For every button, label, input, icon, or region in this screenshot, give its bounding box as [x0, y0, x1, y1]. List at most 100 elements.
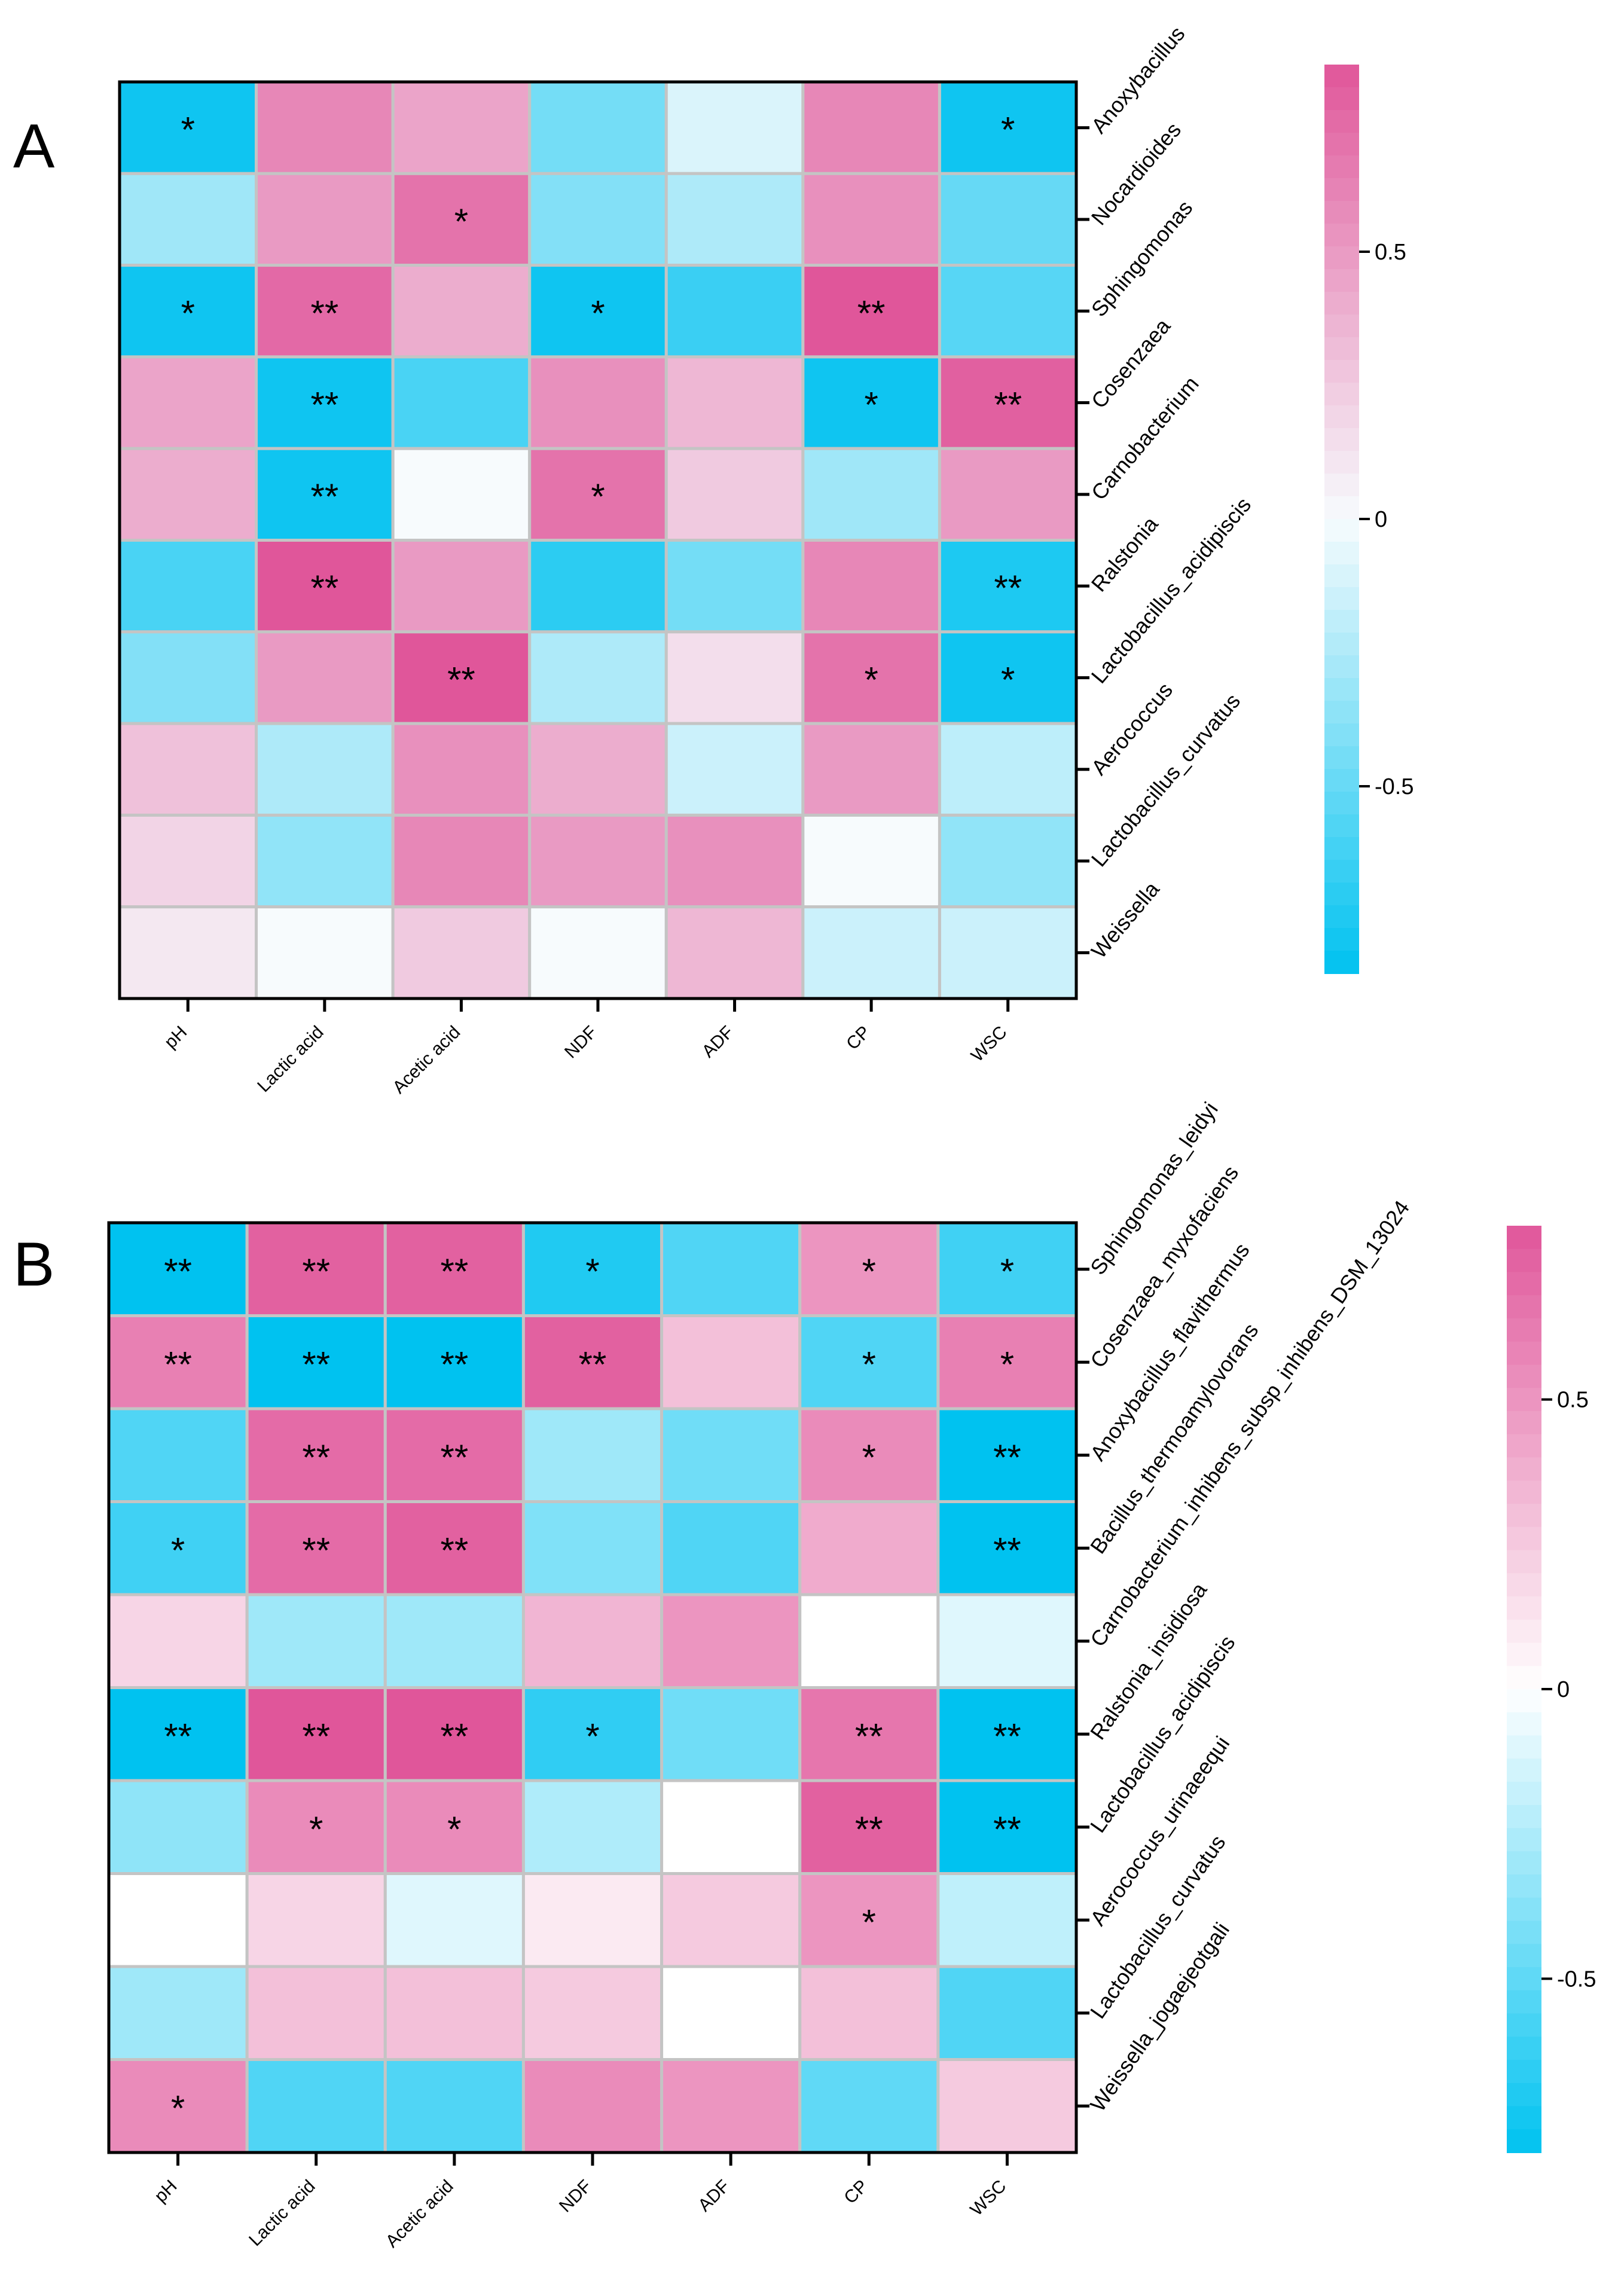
heatmap-cell — [245, 1593, 387, 1689]
colorbar-segment — [1324, 792, 1359, 815]
heatmap-cell — [391, 722, 532, 817]
heatmap-cell — [938, 172, 1078, 267]
row-label: Anoxybacillus — [1086, 22, 1190, 138]
significance-marker: * — [585, 1251, 599, 1292]
significance-marker: ** — [441, 1716, 469, 1756]
colorbar-segment — [1507, 1897, 1541, 1922]
colorbar-segment — [1324, 814, 1359, 838]
heatmap-cell — [118, 813, 258, 909]
heatmap-cell — [245, 1872, 387, 1968]
colorbar-segment — [1507, 1434, 1541, 1458]
significance-marker: ** — [441, 1437, 469, 1477]
heatmap-cell — [660, 1314, 802, 1410]
heatmap-cell — [245, 1221, 387, 1317]
significance-marker: * — [862, 1437, 876, 1477]
heatmap-cell — [528, 447, 668, 542]
significance-marker: * — [309, 1809, 323, 1849]
panel-label-a: A — [13, 112, 55, 181]
colorbar-segment — [1324, 883, 1359, 906]
heatmap-cell — [383, 1686, 525, 1782]
colorbar-segment — [1324, 769, 1359, 792]
heatmap-cell — [391, 905, 532, 1000]
row-label: Lactobacillus_curvatus — [1086, 689, 1245, 871]
significance-marker: ** — [993, 1530, 1021, 1570]
colorbar-segment — [1507, 1411, 1541, 1435]
heatmap-cell — [107, 1314, 249, 1410]
heatmap-cell — [528, 905, 668, 1000]
heatmap-cell — [383, 1779, 525, 1875]
heatmap-cell — [521, 2058, 664, 2154]
significance-marker: * — [585, 1716, 599, 1756]
colorbar-segment — [1324, 746, 1359, 770]
heatmap-cell — [938, 355, 1078, 450]
colorbar-segment — [1507, 1828, 1541, 1852]
colorbar-segment — [1324, 564, 1359, 588]
heatmap-cell — [664, 539, 805, 634]
heatmap-cell — [938, 447, 1078, 542]
heatmap-cell — [521, 1965, 664, 2061]
colorbar-segment — [1324, 224, 1359, 247]
heatmap-cell — [107, 1965, 249, 2061]
heatmap-cell — [255, 905, 395, 1000]
heatmap-cell — [118, 630, 258, 725]
colorbar-segment — [1324, 928, 1359, 951]
colorbar-segment — [1507, 1874, 1541, 1898]
significance-marker: ** — [857, 293, 886, 333]
heatmap-cell — [255, 813, 395, 909]
colorbar-segment — [1324, 837, 1359, 860]
heatmap-cell — [801, 905, 941, 1000]
colorbar-segment — [1507, 2083, 1541, 2107]
significance-marker: * — [181, 110, 195, 150]
heatmap-cell — [798, 1593, 940, 1689]
column-label: Acetic acid — [389, 1022, 464, 1098]
colorbar-segment — [1324, 133, 1359, 156]
row-label: Ralstonia — [1086, 511, 1164, 596]
heatmap-cell — [107, 1500, 249, 1596]
heatmap-cell — [660, 1965, 802, 2061]
colorbar-segment — [1507, 1990, 1541, 2014]
heatmap-cell — [245, 1407, 387, 1503]
colorbar-segment — [1324, 633, 1359, 656]
colorbar-segment — [1507, 2060, 1541, 2084]
significance-marker: * — [447, 1809, 461, 1849]
significance-marker: ** — [164, 1716, 192, 1756]
heatmap-cell — [798, 1872, 940, 1968]
heatmap-cell — [391, 355, 532, 450]
row-label: Sphingomonas_leidyi — [1085, 1097, 1223, 1279]
heatmap-cell — [118, 355, 258, 450]
heatmap-cell — [255, 355, 395, 450]
colorbar-segment — [1324, 519, 1359, 542]
heatmap-cell — [936, 2058, 1078, 2154]
heatmap-cell — [107, 1779, 249, 1875]
column-label: pH — [151, 2176, 181, 2206]
heatmap-cell — [660, 1221, 802, 1317]
colorbar-segment — [1324, 951, 1359, 974]
colorbar-segment — [1324, 428, 1359, 451]
colorbar-segment — [1507, 1526, 1541, 1551]
heatmap-cell — [936, 1221, 1078, 1317]
heatmap-cell — [938, 722, 1078, 817]
heatmap-cell — [245, 1500, 387, 1596]
heatmap-cell — [660, 1500, 802, 1596]
row-label: Carnobacterium_inhibens_subsp_inhibens_D… — [1085, 1196, 1414, 1651]
heatmap-cell — [660, 1593, 802, 1689]
heatmap-cell — [383, 1500, 525, 1596]
heatmap-cell — [528, 172, 668, 267]
significance-marker: * — [864, 660, 878, 700]
heatmap-cell — [118, 539, 258, 634]
significance-marker: ** — [164, 1251, 192, 1292]
heatmap-cell — [391, 813, 532, 909]
colorbar-segment — [1324, 474, 1359, 497]
significance-marker: * — [1000, 1344, 1014, 1384]
significance-marker: ** — [993, 1437, 1021, 1477]
colorbar-segment — [1324, 155, 1359, 179]
colorbar-segment — [1324, 451, 1359, 474]
heatmap-cell — [118, 905, 258, 1000]
heatmap-cell — [118, 172, 258, 267]
heatmap-cell — [528, 539, 668, 634]
heatmap-cell — [107, 1872, 249, 1968]
heatmap-cell — [255, 722, 395, 817]
significance-marker: * — [171, 2088, 185, 2128]
column-label: CP — [840, 2176, 872, 2208]
colorbar-segment — [1324, 65, 1359, 88]
